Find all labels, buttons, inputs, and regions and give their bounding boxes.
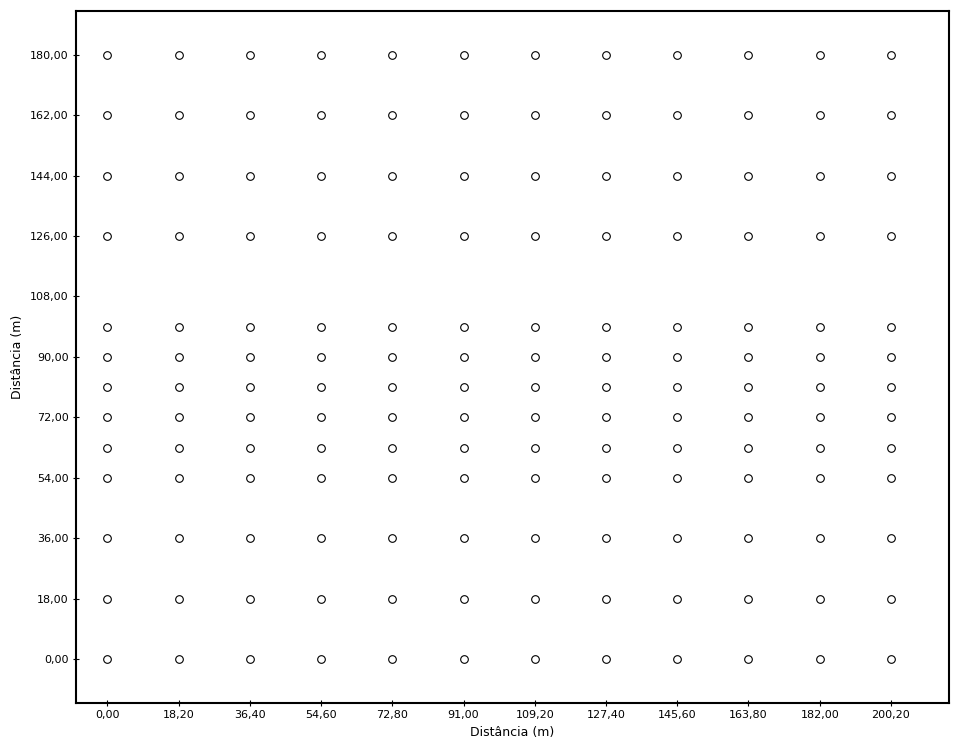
Y-axis label: Distância (m): Distância (m) (12, 315, 24, 399)
X-axis label: Distância (m): Distância (m) (470, 726, 555, 739)
